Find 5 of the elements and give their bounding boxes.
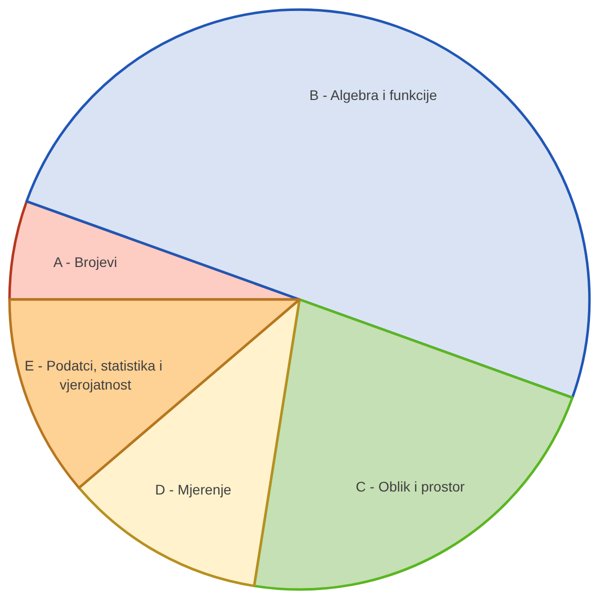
slice-label: C - Oblik i prostor bbox=[356, 478, 466, 495]
slice-label: E - Podatci, statistika i vjerojatnost bbox=[24, 357, 166, 392]
slice-label: A - Brojevi bbox=[53, 254, 118, 270]
slice-label: B - Algebra i funkcije bbox=[309, 86, 438, 103]
slice-label: D - Mjerenje bbox=[155, 481, 232, 498]
